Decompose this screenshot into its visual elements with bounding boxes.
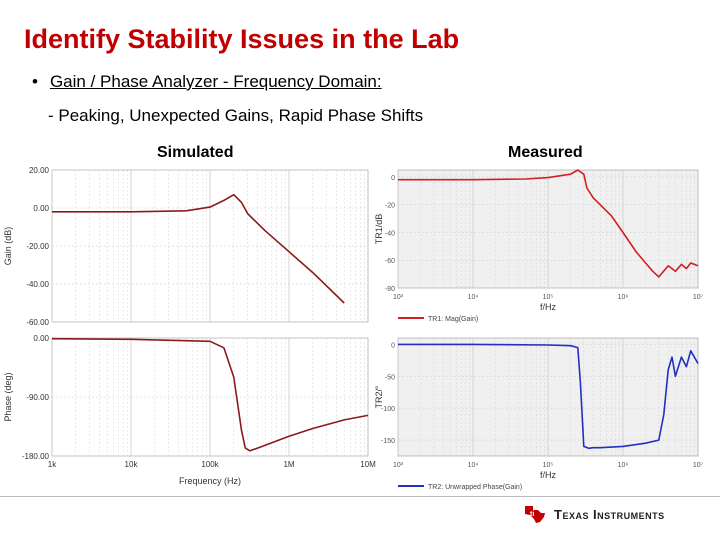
sim-phase-xlabel: Frequency (Hz)	[179, 476, 241, 486]
sim-gain-ytick-label: -20.00	[26, 242, 49, 251]
svg-text:ti: ti	[530, 511, 534, 518]
meas-gain-legend-label: TR1: Mag(Gain)	[428, 316, 478, 323]
footer-divider	[0, 496, 720, 497]
bullet-text: Gain / Phase Analyzer - Frequency Domain…	[49, 72, 382, 91]
sim-phase-ytick-label: 0.00	[33, 334, 49, 343]
ti-logo: ti Texas Instruments	[524, 504, 665, 524]
sim-gain-ytick-label: -60.00	[26, 318, 49, 327]
sim-phase-xtick-label: 100k	[201, 460, 219, 469]
sim-phase-xtick-label: 1M	[283, 460, 294, 469]
sim-phase-ylabel: Phase (deg)	[3, 372, 13, 421]
meas-phase-xtick-label: 10³	[393, 462, 404, 469]
charts-canvas: 20.00 0.00 -20.00 -40.00 -60.00 Gain (dB) 0.00…	[3, 166, 704, 491]
meas-gain-xlabel: f/Hz	[540, 302, 557, 312]
sub-bullet-text: - Peaking, Unexpected Gains, Rapid Phase…	[48, 106, 424, 125]
meas-gain-xtick-label: 10³	[393, 294, 404, 301]
meas-gain-ytick-label: -40	[385, 230, 395, 237]
ti-logo-text: Texas Instruments	[554, 506, 665, 522]
meas-phase-ytick-label: 0	[391, 342, 395, 349]
ti-state-icon: ti	[525, 506, 545, 523]
meas-phase-xtick-label: 10⁶	[618, 462, 629, 469]
sim-phase-ytick-label: -180.00	[22, 452, 50, 461]
simulated-label: Simulated	[157, 144, 234, 161]
meas-gain-xtick-label: 10⁶	[618, 294, 629, 301]
sim-phase-xtick-label: 1k	[48, 460, 57, 469]
meas-gain-ytick-label: -60	[385, 258, 395, 265]
meas-phase-xtick-label: 10⁷	[693, 462, 704, 469]
bullet-dot-icon: •	[32, 72, 38, 91]
meas-phase-ytick-label: -150	[381, 438, 395, 445]
meas-gain-ytick-label: 0	[391, 175, 395, 182]
sim-gain-ytick-label: 0.00	[33, 204, 49, 213]
measured-label: Measured	[508, 144, 583, 161]
meas-phase-ytick-label: -50	[385, 374, 395, 381]
meas-phase-xtick-label: 10⁵	[543, 462, 554, 469]
meas-phase-ylabel: TR2/°	[374, 385, 384, 409]
sim-gain-series-line	[52, 193, 345, 304]
meas-gain-ytick-label: -20	[385, 203, 395, 210]
meas-gain-ylabel: TR1/dB	[374, 214, 384, 245]
meas-gain-xtick-label: 10⁵	[543, 294, 554, 301]
slide-title: Identify Stability Issues in the Lab	[24, 24, 460, 54]
meas-phase-ytick-label: -100	[381, 406, 395, 413]
meas-gain-series-line	[398, 169, 699, 278]
sim-gain-ylabel: Gain (dB)	[3, 227, 13, 266]
meas-phase-xtick-label: 10⁴	[468, 462, 479, 469]
sim-phase-series-line	[51, 337, 369, 452]
bullet-item: • Gain / Phase Analyzer - Frequency Domai…	[32, 72, 382, 92]
sim-phase-xtick-label: 10k	[125, 460, 139, 469]
sim-phase-xtick-label: 10M	[360, 460, 376, 469]
sim-phase-ytick-label: -90.00	[26, 393, 49, 402]
sim-gain-ytick-label: 20.00	[29, 166, 50, 175]
meas-phase-legend-label: TR2: Unwrapped Phase(Gain)	[428, 484, 522, 491]
meas-phase-xlabel: f/Hz	[540, 470, 557, 480]
sim-gain-ytick-label: -40.00	[26, 280, 49, 289]
meas-gain-ytick-label: -80	[385, 286, 395, 293]
meas-gain-xtick-label: 10⁴	[468, 294, 479, 301]
meas-gain-xtick-label: 10⁷	[693, 294, 704, 301]
meas-phase-series-line	[398, 343, 699, 450]
